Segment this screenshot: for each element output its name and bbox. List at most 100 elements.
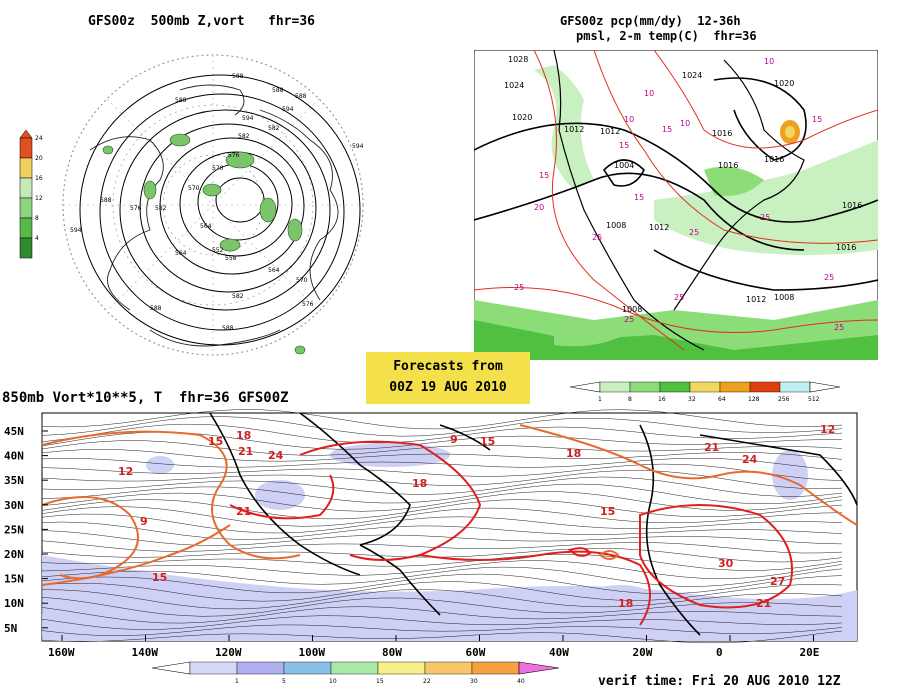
temp-label: 18 bbox=[566, 447, 581, 460]
colorbar-label: 8 bbox=[628, 396, 632, 403]
isobar-label: 1008 bbox=[606, 221, 626, 230]
isobar-label: 1024 bbox=[682, 71, 702, 80]
colorbar-swatch bbox=[424, 661, 473, 675]
temperature-contours bbox=[41, 424, 858, 626]
isobar-label: 1028 bbox=[508, 55, 528, 64]
temp-label: 24 bbox=[268, 449, 284, 462]
isobar-label: 1012 bbox=[564, 125, 584, 134]
temp-label: 21 bbox=[236, 505, 251, 518]
height-label: 588 bbox=[272, 87, 284, 94]
colorbar-swatch bbox=[659, 381, 691, 393]
verification-time: verif time: Fri 20 AUG 2010 12Z bbox=[598, 674, 841, 689]
colorbar-label: 4 bbox=[35, 235, 39, 242]
panel-500mb-map: 5885885885945945825825765705645525585645… bbox=[19, 54, 364, 356]
height-label: 570 bbox=[212, 165, 224, 172]
temp-label: 15 bbox=[480, 435, 495, 448]
latitude-label: 30N bbox=[4, 499, 24, 512]
colorbar-label: 40 bbox=[517, 678, 525, 685]
colorbar-label: 15 bbox=[376, 678, 384, 685]
temp-label: 25 bbox=[760, 213, 770, 222]
temp-label: 18 bbox=[412, 477, 427, 490]
temp-label: 21 bbox=[704, 441, 719, 454]
panel-pcp-title-line2: pmsl, 2-m temp(C) fhr=36 bbox=[576, 29, 757, 43]
isobar-label: 1012 bbox=[649, 223, 669, 232]
colorbar-swatch bbox=[19, 177, 33, 199]
height-label: 564 bbox=[268, 267, 280, 274]
isobar-label: 1016 bbox=[712, 129, 732, 138]
temp-label: 25 bbox=[674, 293, 684, 302]
colorbar-arrow-right bbox=[809, 381, 841, 393]
forecast-info-box: Forecasts from 00Z 19 AUG 2010 bbox=[366, 352, 530, 404]
colorbar-label: 22 bbox=[423, 678, 431, 685]
height-label: 594 bbox=[242, 115, 254, 122]
latitude-label: 35N bbox=[4, 474, 24, 487]
longitude-label: 120W bbox=[215, 646, 242, 659]
colorbar-swatch bbox=[689, 381, 721, 393]
height-label: 588 bbox=[175, 97, 187, 104]
temp-label: 9 bbox=[450, 433, 458, 446]
colorbar-swatch bbox=[19, 197, 33, 219]
latitude-label: 25N bbox=[4, 523, 24, 536]
colorbar-label: 20 bbox=[35, 155, 43, 162]
isobar-label: 1024 bbox=[504, 81, 524, 90]
temp-label: 25 bbox=[824, 273, 834, 282]
colorbar-arrow-left bbox=[569, 381, 601, 393]
longitude-labels: 160W 140W 120W 100W 80W 60W 40W 20W 0 20E bbox=[48, 635, 819, 659]
temp-label: 12 bbox=[820, 423, 835, 436]
height-label: 576 bbox=[228, 152, 240, 159]
temp-label: 25 bbox=[592, 233, 602, 242]
temp-label: 21 bbox=[238, 445, 253, 458]
latitude-label: 40N bbox=[4, 450, 24, 463]
height-label: 594 bbox=[70, 227, 82, 234]
colorbar-label: 256 bbox=[778, 396, 790, 403]
temp-label: 15 bbox=[539, 171, 549, 180]
isobar-label: 1020 bbox=[512, 113, 532, 122]
height-label: 582 bbox=[238, 133, 250, 140]
latitude-label: 15N bbox=[4, 573, 24, 586]
forecast-box-line2: 00Z 19 AUG 2010 bbox=[389, 380, 507, 395]
coastline bbox=[89, 136, 164, 311]
isobar-label: 1016 bbox=[718, 161, 738, 170]
vorticity-shading bbox=[102, 133, 306, 355]
colorbar-label: 64 bbox=[718, 396, 726, 403]
height-label: 582 bbox=[268, 125, 280, 132]
temp-label: 15 bbox=[812, 115, 822, 124]
colorbar-swatch bbox=[629, 381, 661, 393]
colorbar-arrow-left bbox=[151, 661, 191, 675]
temp-label: 25 bbox=[689, 228, 699, 237]
colorbar-label: 1 bbox=[598, 396, 602, 403]
isobar-label: 1008 bbox=[774, 293, 794, 302]
latitude-label: 5N bbox=[4, 622, 17, 635]
temp-label: 30 bbox=[718, 557, 734, 570]
colorbar-swatch bbox=[330, 661, 379, 675]
temp-label: 10 bbox=[644, 89, 654, 98]
temp-label: 15 bbox=[208, 435, 223, 448]
temp-label: 10 bbox=[624, 115, 634, 124]
temp-label: 21 bbox=[756, 597, 771, 610]
panel-500mb-title: GFS00z 500mb Z,vort fhr=36 bbox=[88, 14, 315, 29]
latitude-label: 45N bbox=[4, 425, 24, 438]
colorbar-label: 10 bbox=[329, 678, 337, 685]
height-label: 570 bbox=[296, 277, 308, 284]
vort850-colorbar: 1 5 10 15 22 30 40 bbox=[151, 661, 560, 685]
coastlines bbox=[209, 412, 858, 636]
coastline bbox=[673, 59, 805, 311]
height-label: 594 bbox=[352, 143, 364, 150]
height-label: 594 bbox=[282, 106, 294, 113]
height-label: 552 bbox=[212, 247, 224, 254]
temperature-contours bbox=[474, 50, 878, 351]
temp-label: 25 bbox=[624, 315, 634, 324]
colorbar-swatch bbox=[19, 237, 33, 259]
isobar-label: 1020 bbox=[774, 79, 794, 88]
temp-label: 15 bbox=[152, 571, 167, 584]
longitude-label: 20E bbox=[800, 646, 820, 659]
isobar-label: 1016 bbox=[764, 155, 784, 164]
isobar-label: 1004 bbox=[614, 161, 634, 170]
colorbar-swatch bbox=[779, 381, 811, 393]
isobar-label: 1008 bbox=[622, 305, 642, 314]
temperature-contour-labels: 15 18 21 24 12 9 15 18 21 15 18 21 24 27 30 15 12 9 18 21 bbox=[118, 423, 835, 610]
height-label: 588 bbox=[295, 93, 307, 100]
temp-label: 27 bbox=[770, 575, 785, 588]
pcp-contour-labels: 1028 1024 1020 1012 1012 1004 1008 1016 1016 1016… bbox=[504, 55, 862, 332]
temp-label: 12 bbox=[118, 465, 133, 478]
